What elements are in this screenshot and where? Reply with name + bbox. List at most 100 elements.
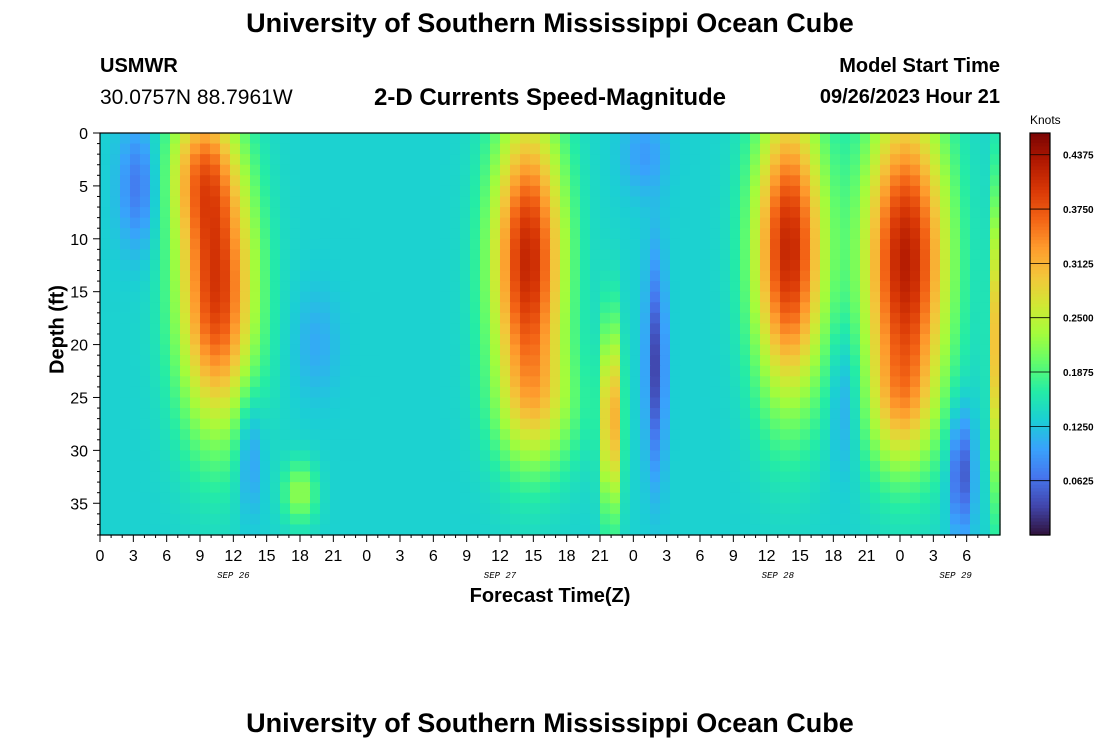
heatmap-cell — [910, 524, 921, 536]
heatmap-cell — [250, 259, 261, 272]
heatmap-cell — [450, 397, 461, 409]
heatmap-cell — [890, 217, 901, 229]
heatmap-cell — [890, 355, 901, 367]
heatmap-cell — [550, 143, 561, 155]
heatmap-cell — [360, 513, 371, 526]
heatmap-cell — [410, 397, 421, 409]
heatmap-cell — [360, 355, 371, 367]
heatmap-cell — [210, 524, 221, 536]
heatmap-cell — [150, 154, 161, 166]
heatmap-cell — [170, 228, 181, 240]
heatmap-cell — [130, 397, 141, 409]
heatmap-cell — [400, 312, 411, 325]
heatmap-cell — [750, 418, 761, 430]
heatmap-cell — [760, 238, 771, 250]
heatmap-cell — [280, 259, 291, 272]
heatmap-cell — [820, 418, 831, 430]
heatmap-cell — [430, 196, 441, 208]
heatmap-cell — [870, 175, 881, 187]
heatmap-cell — [770, 217, 781, 229]
heatmap-cell — [340, 450, 351, 462]
heatmap-cell — [530, 344, 541, 356]
heatmap-cell — [850, 259, 861, 272]
heatmap-cell — [990, 270, 1001, 282]
heatmap-cell — [770, 291, 781, 303]
heatmap-cell — [570, 450, 581, 462]
heatmap-cell — [270, 196, 281, 208]
heatmap-cell — [860, 291, 871, 303]
date-label: SEP 27 — [484, 571, 517, 581]
heatmap-cell — [190, 164, 201, 176]
heatmap-cell — [910, 164, 921, 176]
heatmap-cell — [190, 291, 201, 303]
heatmap-cell — [790, 471, 801, 483]
heatmap-cell — [650, 312, 661, 325]
heatmap-cell — [660, 196, 671, 208]
heatmap-cell — [730, 482, 741, 494]
heatmap-cell — [350, 249, 361, 261]
heatmap-cell — [650, 334, 661, 346]
heatmap-cell — [800, 439, 811, 451]
heatmap-cell — [750, 334, 761, 346]
heatmap-cell — [730, 471, 741, 483]
heatmap-cell — [420, 492, 431, 504]
heatmap-cell — [260, 164, 271, 176]
heatmap-cell — [660, 450, 671, 462]
heatmap-cell — [580, 524, 591, 536]
heatmap-cell — [260, 482, 271, 494]
heatmap-cell — [140, 175, 151, 187]
heatmap-cell — [520, 439, 531, 451]
heatmap-cell — [320, 524, 331, 536]
heatmap-cell — [430, 217, 441, 229]
heatmap-cell — [390, 249, 401, 261]
heatmap-cell — [160, 175, 171, 187]
heatmap-cell — [470, 524, 481, 536]
heatmap-cell — [880, 291, 891, 303]
heatmap-cell — [910, 344, 921, 356]
heatmap-cell — [940, 185, 951, 198]
heatmap-cell — [610, 418, 621, 430]
heatmap-cell — [270, 238, 281, 250]
heatmap-cell — [530, 259, 541, 272]
heatmap-cell — [190, 439, 201, 451]
heatmap-cell — [110, 154, 121, 166]
heatmap-cell — [440, 397, 451, 409]
heatmap-cell — [900, 154, 911, 166]
heatmap-cell — [880, 207, 891, 219]
heatmap-cell — [450, 471, 461, 483]
heatmap-cell — [770, 185, 781, 198]
heatmap-cell — [280, 270, 291, 282]
heatmap-cell — [890, 365, 901, 377]
heatmap-cell — [250, 196, 261, 208]
heatmap-cell — [740, 228, 751, 240]
heatmap-cell — [310, 259, 321, 272]
heatmap-cell — [150, 365, 161, 377]
heatmap-cell — [650, 460, 661, 473]
heatmap-cell — [900, 344, 911, 356]
heatmap-cell — [540, 154, 551, 166]
heatmap-cell — [490, 503, 501, 515]
heatmap-cell — [530, 524, 541, 536]
heatmap-cell — [530, 154, 541, 166]
x-tick-label: 12 — [491, 548, 509, 565]
x-tick-label: 21 — [324, 548, 342, 565]
heatmap-cell — [660, 143, 671, 155]
heatmap-cell — [970, 185, 981, 198]
heatmap-cell — [580, 207, 591, 219]
heatmap-cell — [310, 439, 321, 451]
heatmap-cell — [820, 238, 831, 250]
heatmap-cell — [440, 207, 451, 219]
heatmap-cell — [960, 238, 971, 250]
colorbar-segment — [1030, 337, 1050, 342]
heatmap-cell — [930, 513, 941, 526]
heatmap-cell — [180, 312, 191, 325]
heatmap-cell — [500, 471, 511, 483]
heatmap-cell — [700, 143, 711, 155]
heatmap-cell — [110, 471, 121, 483]
heatmap-cell — [200, 207, 211, 219]
heatmap-cell — [100, 450, 111, 462]
heatmap-cell — [790, 344, 801, 356]
heatmap-cell — [710, 175, 721, 187]
heatmap-cell — [870, 164, 881, 176]
colorbar-segment — [1030, 370, 1050, 375]
